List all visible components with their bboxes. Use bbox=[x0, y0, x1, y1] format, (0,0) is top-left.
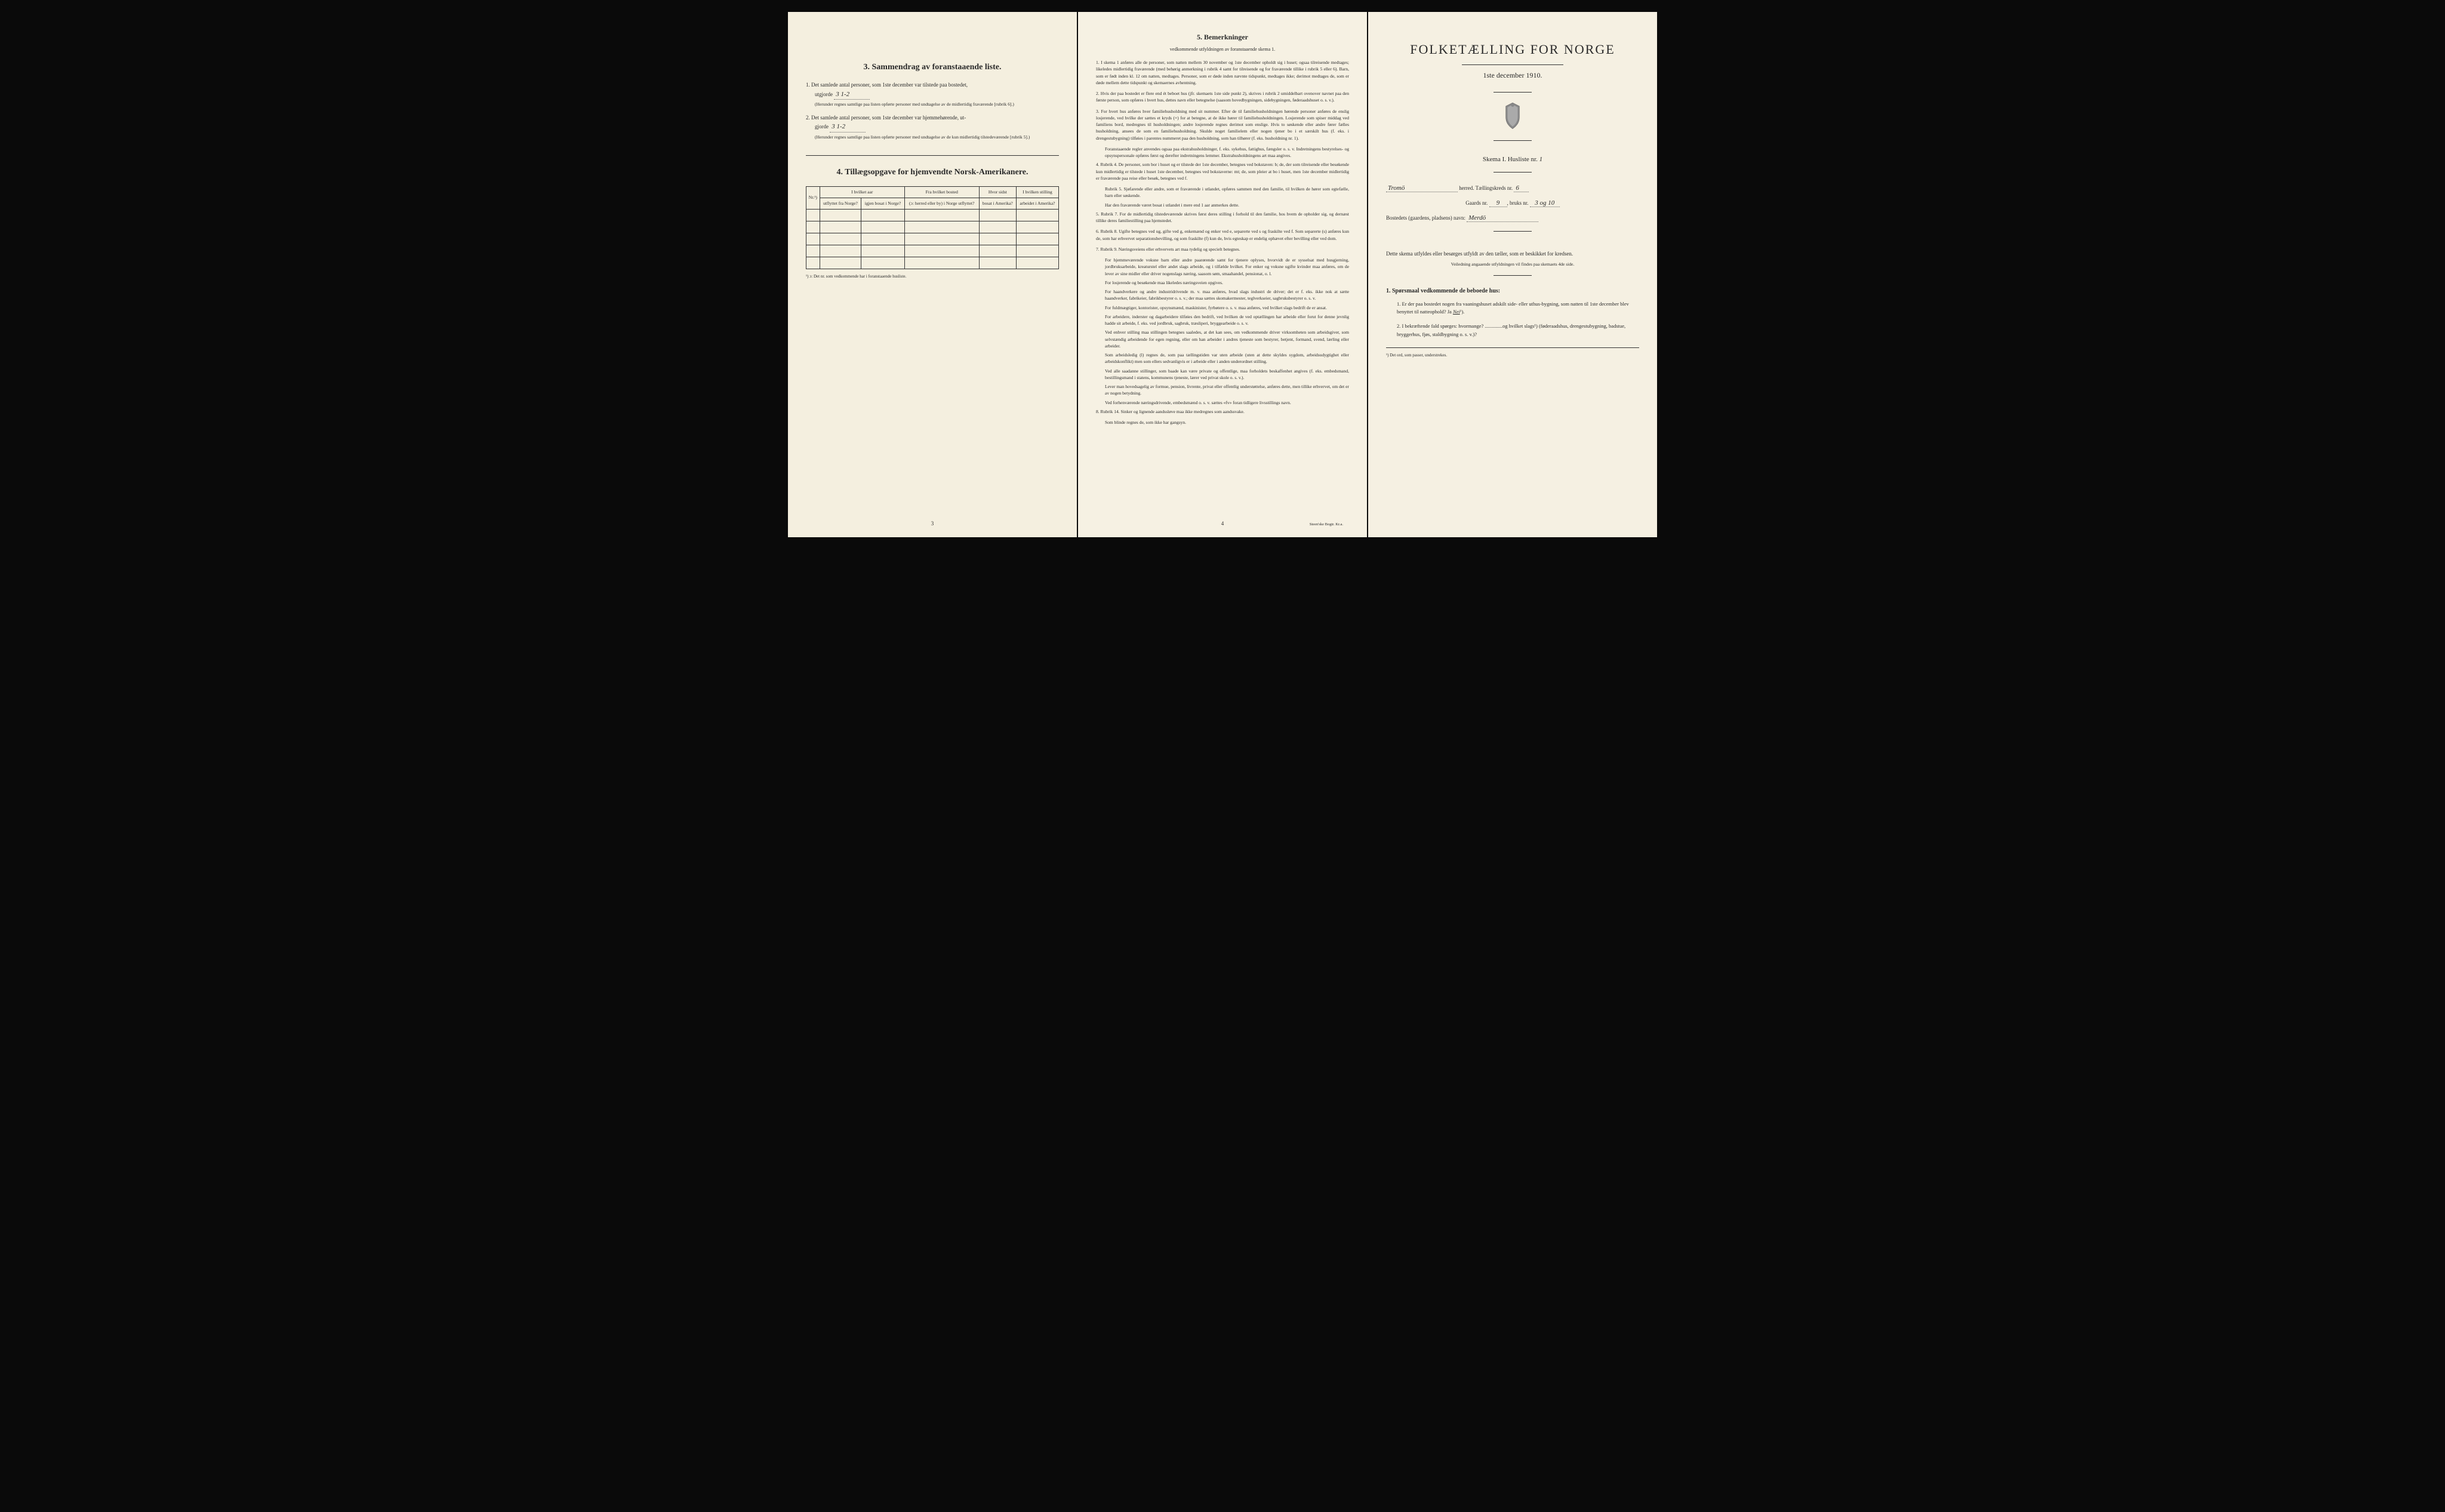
skema-line: Skema I. Husliste nr. 1 bbox=[1386, 156, 1639, 163]
th-bosat: igjen bosat i Norge? bbox=[861, 198, 904, 209]
mid-rule bbox=[1494, 231, 1532, 232]
document-container: 3. Sammendrag av foranstaaende liste. 1.… bbox=[788, 12, 1657, 537]
instruction-block: Dette skema utfyldes eller besørges utfy… bbox=[1386, 250, 1639, 268]
bosted-line: Bostedets (gaardens, pladsens) navn: Mer… bbox=[1386, 214, 1639, 222]
crest-icon bbox=[1501, 101, 1524, 130]
instruction2: Veiledning angaaende utfyldningen vil fi… bbox=[1386, 261, 1639, 268]
th-amerika: bosat i Amerika? bbox=[979, 198, 1016, 209]
remark-7d: For haandverkere og andre industridriven… bbox=[1105, 288, 1349, 302]
q1-nei: Nei bbox=[1453, 309, 1460, 315]
herred-label: herred. Tællingskreds nr. bbox=[1459, 185, 1513, 191]
inst-rule bbox=[1494, 275, 1532, 276]
bottom-divider bbox=[1386, 347, 1639, 348]
remark-5: 5. Rubrik 7. For de midlertidig tilstede… bbox=[1096, 211, 1349, 224]
q1-text: 1. Er der paa bostedet nogen fra vaaning… bbox=[1397, 301, 1629, 315]
section3-item1: 1. Det samlede antal personer, som 1ste … bbox=[806, 81, 1059, 108]
remark-7k: Ved forhenværende næringsdrivende, embed… bbox=[1105, 399, 1349, 406]
th-herred: (ɔ: herred eller by) i Norge utflyttet? bbox=[904, 198, 979, 209]
page-number-4: 4 bbox=[1221, 521, 1224, 526]
th-stilling: I hvilken stilling bbox=[1016, 187, 1058, 198]
table-row bbox=[806, 221, 1059, 233]
table-row bbox=[806, 209, 1059, 221]
section4-heading: 4. Tillægsopgave for hjemvendte Norsk-Am… bbox=[806, 168, 1059, 177]
page3-footnote: ¹) Det ord, som passer, understrekes. bbox=[1386, 353, 1639, 358]
remark-7i: Ved alle saadanne stillinger, som baade … bbox=[1105, 368, 1349, 381]
table-row bbox=[806, 233, 1059, 245]
remarks-list: 1. I skema 1 anføres alle de personer, s… bbox=[1096, 59, 1349, 426]
item2-value: 3 1-2 bbox=[830, 122, 866, 133]
page-3: FOLKETÆLLING FOR NORGE 1ste december 191… bbox=[1368, 12, 1657, 537]
bruks-label: bruks nr. bbox=[1510, 200, 1529, 206]
crest-rule bbox=[1494, 140, 1532, 141]
remark-7g: Ved enhver stilling maa stillingen beteg… bbox=[1105, 329, 1349, 349]
remark-1: 1. I skema 1 anføres alle de personer, s… bbox=[1096, 59, 1349, 86]
section4-footnote: ¹) ɔ: Det nr. som vedkommende har i fora… bbox=[806, 274, 1059, 279]
item2-note: (Herunder regnes samtlige paa listen opf… bbox=[815, 134, 1059, 141]
remark-7b: For hjemmeværende voksne barn eller andr… bbox=[1105, 257, 1349, 277]
remark-7f: For arbeidere, inderster og dagarbeidere… bbox=[1105, 313, 1349, 327]
main-title: FOLKETÆLLING FOR NORGE bbox=[1386, 42, 1639, 57]
section5-heading: 5. Bemerkninger bbox=[1096, 33, 1349, 42]
item2-text: 2. Det samlede antal personer, som 1ste … bbox=[806, 115, 966, 121]
th-bosted: Fra hvilket bosted bbox=[904, 187, 979, 198]
page-number-3: 3 bbox=[931, 521, 934, 526]
remark-4c: Har den fraværende været bosat i utlande… bbox=[1105, 202, 1349, 208]
skema-label: Skema I. Husliste nr. bbox=[1483, 156, 1538, 163]
section5-subtitle: vedkommende utfyldningen av foranstaaend… bbox=[1096, 47, 1349, 52]
table-row bbox=[806, 257, 1059, 269]
table-row bbox=[806, 245, 1059, 257]
title-rule bbox=[1462, 64, 1563, 65]
remark-3b: Foranstaaende regler anvendes ogsaa paa … bbox=[1105, 146, 1349, 159]
divider bbox=[806, 155, 1059, 156]
bosted-value: Merdö bbox=[1467, 214, 1538, 222]
item1-note: (Herunder regnes samtlige paa listen opf… bbox=[815, 101, 1059, 108]
remark-7j: Lever man hovedsagelig av formue, pensio… bbox=[1105, 383, 1349, 397]
remark-4b: Rubrik 5. Sjøfarende eller andre, som er… bbox=[1105, 186, 1349, 199]
remark-4: 4. Rubrik 4. De personer, som bor i huse… bbox=[1096, 161, 1349, 181]
question-1: 1. Er der paa bostedet nogen fra vaaning… bbox=[1397, 300, 1639, 316]
coat-of-arms bbox=[1386, 101, 1639, 131]
question-2: 2. I bekræftende fald spørges: hvormange… bbox=[1397, 322, 1639, 338]
remark-2: 2. Hvis der paa bostedet er flere end ét… bbox=[1096, 90, 1349, 104]
printer-credit: Steen'ske Bogtr. Kr.a. bbox=[1310, 522, 1343, 526]
bosted-label: Bostedets (gaardens, pladsens) navn: bbox=[1386, 215, 1465, 221]
th-sidst: Hvor sidst bbox=[979, 187, 1016, 198]
page-2: 5. Bemerkninger vedkommende utfyldningen… bbox=[1078, 12, 1367, 537]
section3-item2: 2. Det samlede antal personer, som 1ste … bbox=[806, 114, 1059, 141]
skema-rule bbox=[1494, 172, 1532, 173]
remark-7h: Som arbeidsledig (l) regnes de, som paa … bbox=[1105, 352, 1349, 365]
q1-sup: ¹). bbox=[1460, 309, 1465, 315]
bruks-value: 3 og 10 bbox=[1530, 199, 1560, 207]
remark-6: 6. Rubrik 8. Ugifte betegnes ved ug, gif… bbox=[1096, 228, 1349, 242]
sporsmaal-heading: 1. Spørsmaal vedkommende de beboede hus: bbox=[1386, 288, 1639, 294]
remark-7e: For fuldmægtiger, kontorister, opsynsmæn… bbox=[1105, 304, 1349, 311]
gaards-line: Gaards nr. 9, bruks nr. 3 og 10 bbox=[1386, 199, 1639, 207]
skema-value: 1 bbox=[1539, 156, 1543, 163]
kreds-value: 6 bbox=[1514, 184, 1529, 192]
title-date: 1ste december 1910. bbox=[1386, 71, 1639, 80]
section3-heading: 3. Sammendrag av foranstaaende liste. bbox=[806, 63, 1059, 72]
remark-7: 7. Rubrik 9. Næringsveiens eller erhverv… bbox=[1096, 246, 1349, 252]
th-aar: I hvilket aar bbox=[820, 187, 904, 198]
gaards-value: 9 bbox=[1489, 199, 1507, 207]
date-rule bbox=[1494, 92, 1532, 93]
item1-utgjorde: utgjorde bbox=[815, 91, 833, 97]
herred-line: Tromö herred. Tællingskreds nr. 6 bbox=[1386, 184, 1639, 192]
item1-text: 1. Det samlede antal personer, som 1ste … bbox=[806, 82, 968, 88]
remark-7c: For losjerende og besøkende maa likelede… bbox=[1105, 279, 1349, 286]
item2-gjorde: gjorde bbox=[815, 124, 829, 130]
sporsmaal-section: 1. Spørsmaal vedkommende de beboede hus:… bbox=[1386, 288, 1639, 338]
amerikanere-table: Nr.¹) I hvilket aar Fra hvilket bosted H… bbox=[806, 186, 1059, 269]
gaards-label: Gaards nr. bbox=[1465, 200, 1488, 206]
page-1: 3. Sammendrag av foranstaaende liste. 1.… bbox=[788, 12, 1077, 537]
remark-3: 3. For hvert hus anføres hver familiehus… bbox=[1096, 108, 1349, 141]
remark-8: 8. Rubrik 14. Sinker og lignende aandssl… bbox=[1096, 408, 1349, 415]
herred-value: Tromö bbox=[1386, 184, 1458, 192]
th-arbeidet: arbeidet i Amerika? bbox=[1016, 198, 1058, 209]
instruction1: Dette skema utfyldes eller besørges utfy… bbox=[1386, 250, 1639, 258]
th-nr: Nr.¹) bbox=[806, 187, 820, 210]
item1-value: 3 1-2 bbox=[834, 90, 870, 100]
remark-8b: Som blinde regnes de, som ikke har gangs… bbox=[1105, 419, 1349, 426]
th-utflyttet: utflyttet fra Norge? bbox=[820, 198, 861, 209]
